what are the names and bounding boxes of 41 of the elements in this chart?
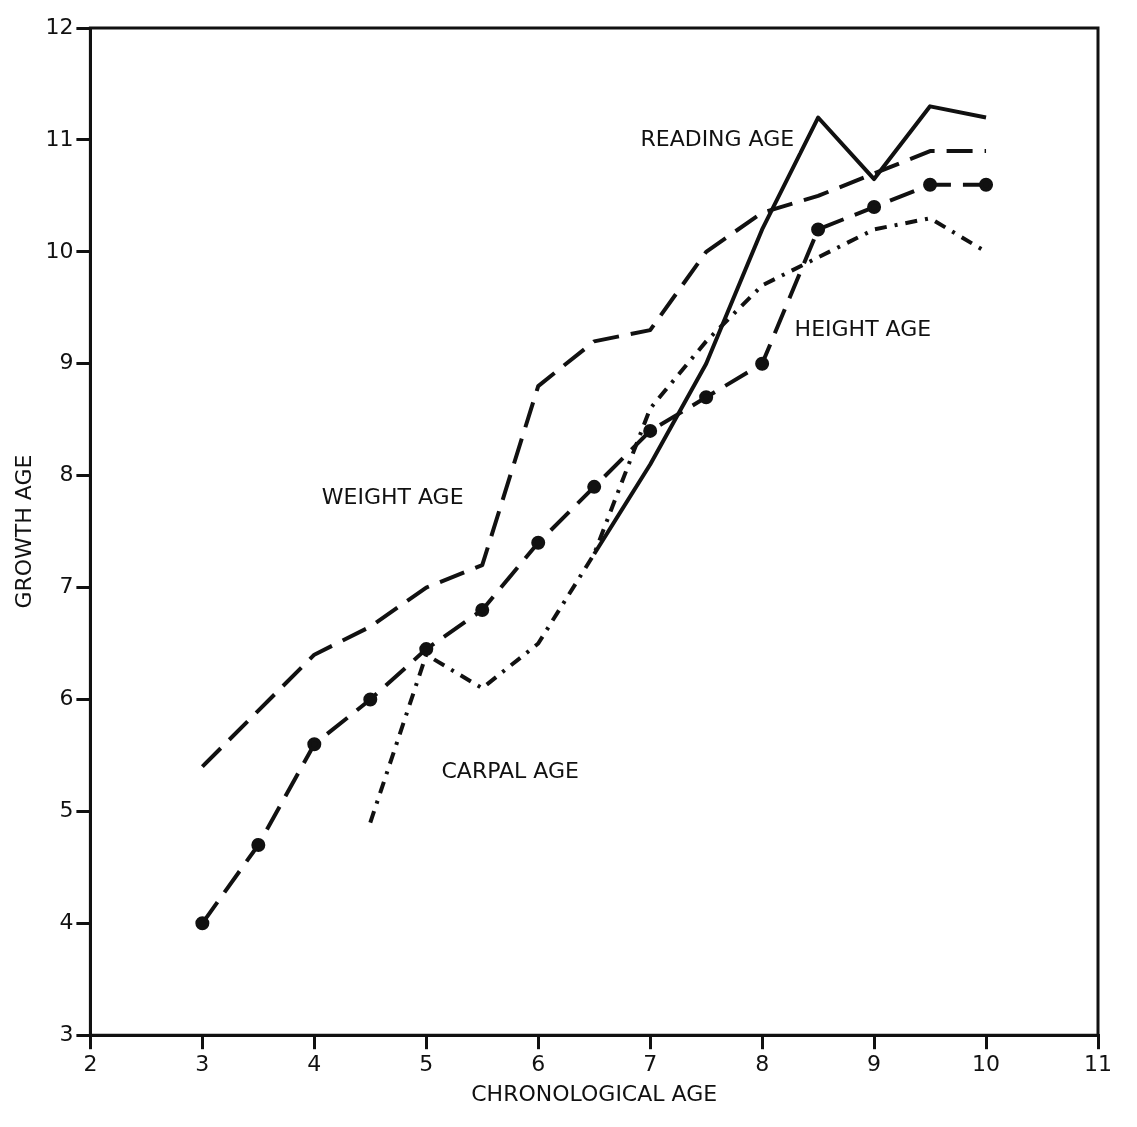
point (363, 692, 378, 707)
y-tick-label: 8 (59, 461, 74, 487)
point (923, 177, 938, 192)
point (587, 479, 602, 494)
series-label: READING AGE (640, 125, 795, 151)
x-tick-label: 4 (307, 1051, 322, 1077)
point (475, 602, 490, 617)
x-tick-label: 5 (419, 1051, 434, 1077)
y-tick-label: 9 (59, 349, 74, 375)
x-tick-label: 9 (867, 1051, 882, 1077)
x-tick-label: 7 (643, 1051, 658, 1077)
x-axis-title: CHRONOLOGICAL AGE (471, 1080, 718, 1106)
x-tick-label: 10 (972, 1051, 1001, 1077)
point (251, 837, 266, 852)
series-label: HEIGHT AGE (794, 315, 932, 341)
series-label: WEIGHT AGE (321, 483, 464, 509)
y-axis-title: GROWTH AGE (10, 454, 36, 609)
y-tick-label: 4 (59, 909, 74, 935)
x-tick-label: 11 (1084, 1051, 1112, 1077)
y-tick-label: 11 (45, 125, 74, 151)
x-tick-label: 3 (195, 1051, 210, 1077)
text: CARPAL AGE (441, 757, 579, 783)
point (531, 535, 546, 550)
x-tick-label: 6 (531, 1051, 546, 1077)
point (755, 356, 770, 371)
x-tick-label: 8 (755, 1051, 770, 1077)
y-tick-label: 12 (45, 13, 74, 39)
x-tick-label: 2 (83, 1051, 98, 1077)
y-tick-label: 5 (59, 797, 74, 823)
point (979, 177, 994, 192)
point (699, 390, 714, 405)
point (419, 642, 434, 657)
point (811, 222, 826, 237)
point (643, 423, 658, 438)
point (307, 737, 322, 752)
y-tick-label: 10 (45, 237, 74, 263)
y-tick-label: 6 (59, 685, 74, 711)
point (195, 916, 210, 931)
y-tick-label: 3 (59, 1020, 74, 1046)
point (867, 200, 882, 215)
y-tick-label: 7 (59, 573, 74, 599)
